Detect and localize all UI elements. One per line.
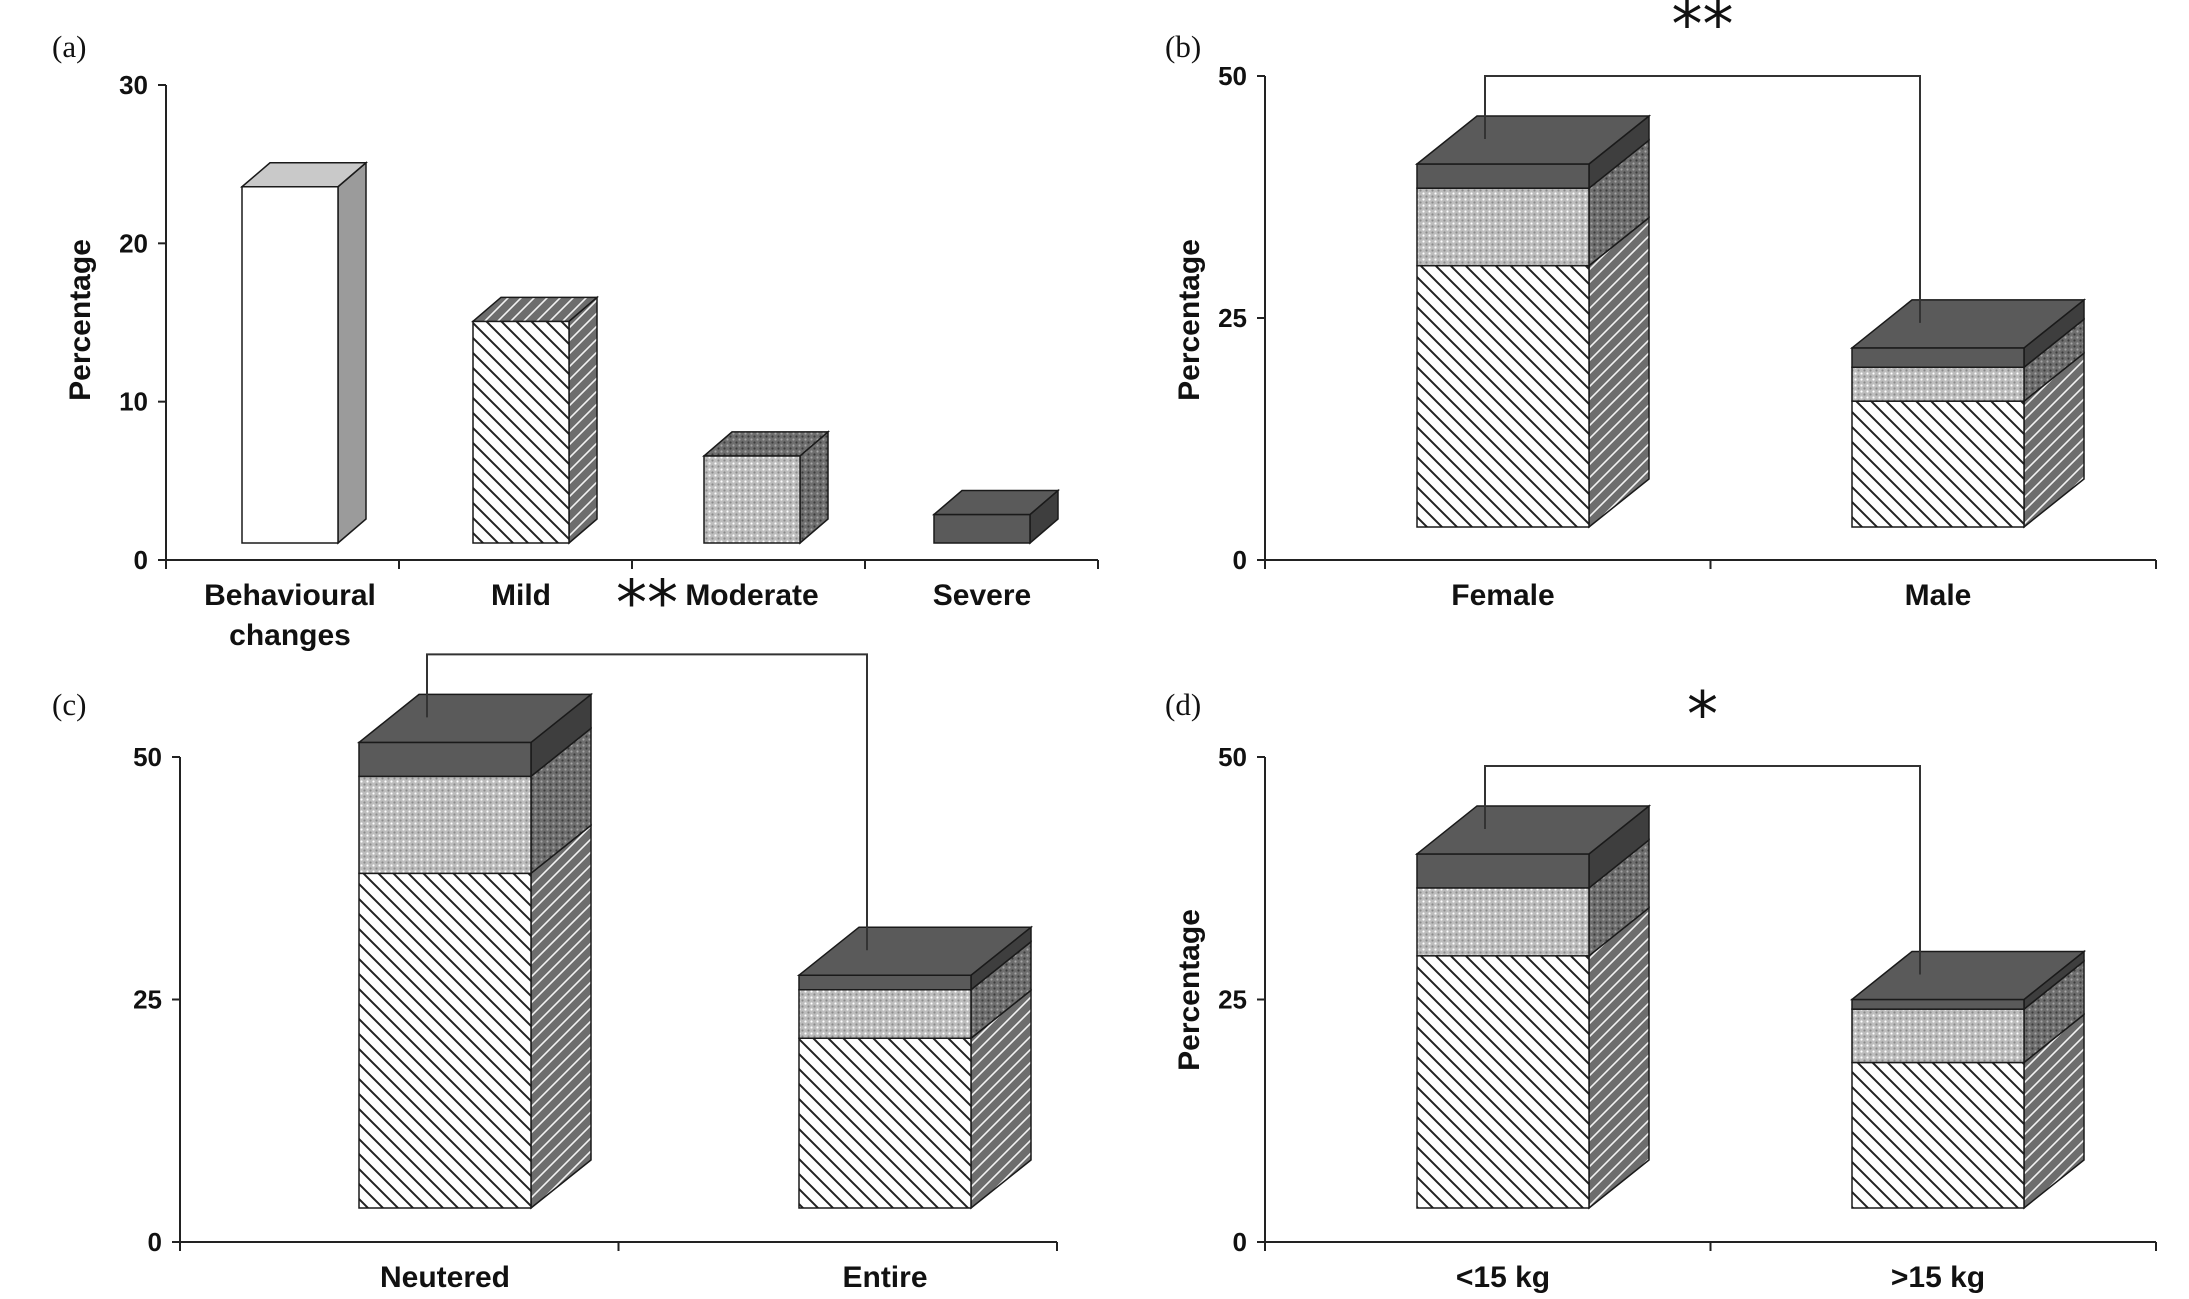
bar-top: [1849, 299, 2087, 349]
x-category-label: Female: [1451, 579, 1554, 612]
bar-segment-white: [241, 186, 339, 544]
y-tick-label: 50: [133, 742, 162, 772]
y-axis-label-d: Percentage: [1173, 909, 1206, 1071]
bar-segment-dots: [703, 455, 801, 544]
bar-segment-dark: [1851, 998, 2025, 1010]
bar-top: [1414, 115, 1652, 165]
bar-top: [1414, 805, 1652, 855]
bar-segment-hatch: [798, 1037, 972, 1209]
y-tick-label: 0: [148, 1227, 162, 1257]
bar-top: [239, 162, 369, 188]
bar-segment-hatch: [1851, 1061, 2025, 1209]
bar-top: [931, 489, 1061, 516]
y-tick-label: 0: [1233, 1227, 1247, 1257]
bar-segment-dots: [1851, 366, 2025, 402]
bar-side: [568, 295, 598, 545]
y-tick-label: 10: [119, 387, 148, 417]
bar-segment-dark: [1851, 347, 2025, 369]
panel-a: (a) Percentage 0 10 20 30 Behavioural changes…: [52, 29, 1099, 652]
panel-label-d: (d): [1165, 687, 1201, 722]
x-category-label: Severe: [933, 579, 1031, 612]
bar-segment-dots: [798, 989, 972, 1039]
significance-bracket: [426, 653, 868, 951]
bar-top: [356, 693, 594, 744]
bar-segment-dark: [1416, 853, 1590, 889]
y-tick-label: 50: [1218, 61, 1247, 91]
bar-segment-dark: [798, 974, 972, 991]
significance-marker: **: [1672, 0, 1734, 61]
bar-segment-hatch: [1851, 400, 2025, 528]
bar-segment-hatch: [358, 872, 532, 1209]
bar-segment-dark: [1416, 163, 1590, 189]
x-category-label: Neutered: [380, 1261, 510, 1294]
y-tick-label: 25: [133, 985, 162, 1015]
panel-b: (b) Percentage 0 25 50 Female Male **: [1165, 0, 2157, 612]
x-category-label: Moderate: [685, 579, 818, 612]
bar-top: [701, 431, 831, 457]
bar-segment-dark: [933, 513, 1031, 544]
y-tick-label: 50: [1218, 742, 1247, 772]
significance-bracket: [1484, 764, 1921, 975]
bar-side: [337, 161, 367, 545]
bar-side: [530, 823, 592, 1210]
bar-segment-dots: [1416, 887, 1590, 957]
bar-top: [1849, 950, 2087, 1001]
panel-d: (d) Percentage 0 25 50 <15 kg >15 kg *: [1165, 678, 2157, 1294]
bar-top: [796, 926, 1034, 976]
bar-segment-dots: [358, 775, 532, 875]
y-tick-label: 0: [134, 545, 148, 575]
x-category-label: changes: [229, 619, 351, 652]
significance-marker: **: [616, 566, 678, 639]
y-tick-label: 30: [119, 70, 148, 100]
bar-segment-dots: [1851, 1008, 2025, 1064]
panel-label-b: (b): [1165, 29, 1201, 64]
x-category-label: Entire: [842, 1261, 927, 1294]
bar-segment-dots: [1416, 187, 1590, 267]
x-category-label: Mild: [491, 579, 551, 612]
bar-side: [1588, 216, 1650, 529]
panel-c: (c) 0 25 50 Neutered Entire **: [52, 566, 1058, 1294]
bar-side: [1588, 906, 1650, 1210]
bar-segment-hatch: [1416, 264, 1590, 528]
significance-bracket: [1484, 75, 1921, 323]
bar-segment-dark: [358, 741, 532, 778]
panel-label-c: (c): [52, 687, 86, 722]
y-axis-label-b: Percentage: [1173, 239, 1206, 401]
bar-top: [470, 296, 600, 323]
x-category-label: <15 kg: [1456, 1261, 1550, 1294]
panel-label-a: (a): [52, 29, 86, 64]
y-tick-label: 0: [1233, 545, 1247, 575]
x-category-label: Behavioural: [204, 579, 376, 612]
bar-segment-hatch: [1416, 955, 1590, 1209]
x-category-label: >15 kg: [1891, 1261, 1985, 1294]
bar-segment-hatch: [472, 320, 570, 544]
x-category-label: Male: [1905, 579, 1972, 612]
y-tick-label: 25: [1218, 985, 1247, 1015]
significance-marker: *: [1687, 678, 1718, 751]
y-tick-label: 20: [119, 228, 148, 258]
y-axis-label-a: Percentage: [64, 239, 97, 401]
y-tick-label: 25: [1218, 303, 1247, 333]
